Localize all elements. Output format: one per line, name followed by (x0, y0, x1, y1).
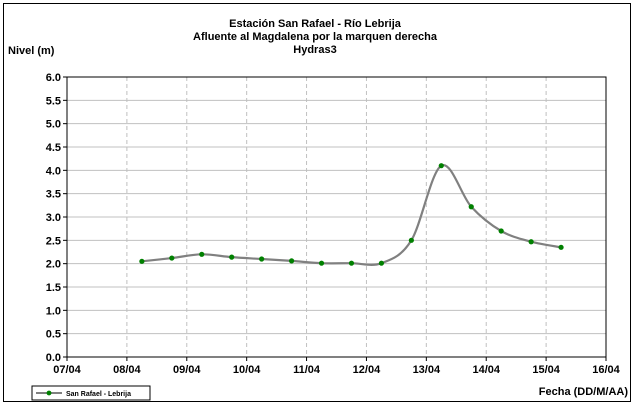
x-tick-label: 11/04 (293, 364, 321, 376)
x-tick-label: 12/04 (353, 364, 381, 376)
legend-entry-label: San Rafael - Lebrija (66, 391, 131, 398)
data-point (498, 228, 504, 234)
data-point (229, 254, 235, 260)
y-axis-label: Nivel (m) (8, 45, 55, 57)
y-tick-label: 4.0 (46, 165, 61, 177)
line-chart: 0.0 0.5 1.0 1.5 2.0 2.5 3.0 3.5 4.0 4.5 5.0 5.5 6.0 0… (8, 18, 629, 401)
data-point (468, 204, 474, 210)
data-point (558, 244, 564, 250)
y-tick-label: 3.5 (46, 189, 61, 201)
legend-marker-sample (46, 390, 52, 396)
y-tick-label: 6.0 (46, 72, 61, 84)
data-point (169, 255, 175, 261)
data-point (408, 237, 414, 243)
x-tick-label: 07/04 (53, 364, 81, 376)
series-layer (139, 163, 564, 266)
data-point (318, 260, 325, 266)
y-tick-label: 1.5 (46, 282, 61, 294)
chart-title-line-3: Hydras3 (293, 44, 336, 56)
data-point (348, 260, 355, 266)
y-tick-label: 2.5 (46, 235, 61, 247)
y-tick-label: 0.0 (46, 352, 61, 364)
y-tick-label: 5.5 (46, 95, 61, 107)
data-point (199, 251, 205, 257)
x-tick-label: 15/04 (532, 364, 560, 376)
chart-title-line-2: Afluente al Magdalena por la marquen der… (193, 31, 438, 43)
chart-title-line-1: Estación San Rafael - Río Lebrija (229, 18, 402, 30)
y-tick-label: 0.5 (46, 329, 61, 341)
y-tick-label: 5.0 (46, 119, 61, 131)
y-tick-label: 1.0 (46, 305, 61, 317)
chart-frame: 0.0 0.5 1.0 1.5 2.0 2.5 3.0 3.5 4.0 4.5 5.0 5.5 6.0 0… (3, 3, 631, 402)
y-tick-label: 4.5 (46, 142, 61, 154)
x-tick-label: 13/04 (413, 364, 441, 376)
legend: San Rafael - Lebrija (31, 385, 151, 401)
x-tick-label: 08/04 (113, 364, 141, 376)
y-tick-label: 2.0 (46, 259, 61, 271)
x-tick-label: 09/04 (173, 364, 201, 376)
x-tick-label: 16/04 (592, 364, 620, 376)
x-tick-label: 14/04 (472, 364, 500, 376)
grid-layer (67, 77, 606, 357)
x-tick-label: 10/04 (233, 364, 261, 376)
series-line (141, 164, 562, 266)
data-point (259, 256, 265, 262)
legend-box (31, 385, 151, 401)
x-axis-label: Fecha (DD/M/AA) (539, 386, 629, 398)
data-point (528, 239, 534, 245)
data-point (288, 258, 295, 264)
data-point (438, 163, 444, 169)
data-point (139, 258, 145, 264)
tick-layer: 0.0 0.5 1.0 1.5 2.0 2.5 3.0 3.5 4.0 4.5 5.0 5.5 6.0 0… (46, 72, 621, 376)
data-point (378, 260, 385, 266)
y-tick-label: 3.0 (46, 212, 61, 224)
